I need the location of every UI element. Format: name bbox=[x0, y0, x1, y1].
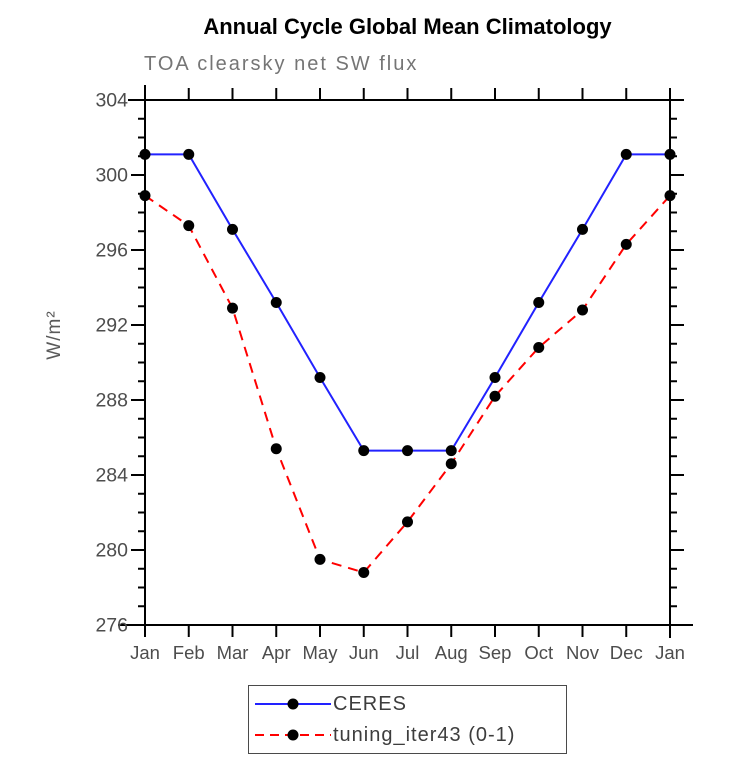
svg-text:Apr: Apr bbox=[262, 642, 291, 663]
y-axis-tick-labels: 276 280 284 288 292 296 300 304 bbox=[95, 90, 128, 637]
svg-text:276: 276 bbox=[95, 615, 128, 637]
data-point-marker bbox=[139, 190, 151, 202]
svg-text:292: 292 bbox=[95, 315, 128, 337]
svg-text:Nov: Nov bbox=[566, 642, 600, 663]
series-ceres bbox=[139, 148, 676, 457]
legend-item-tuning-iter43: tuning_iter43 (0-1) bbox=[253, 723, 566, 747]
svg-text:Dec: Dec bbox=[610, 642, 643, 663]
svg-text:288: 288 bbox=[95, 390, 128, 412]
data-point-marker bbox=[314, 372, 326, 383]
data-point-marker bbox=[183, 148, 195, 160]
data-point-marker bbox=[489, 372, 501, 383]
series-tuning-iter43 bbox=[139, 190, 676, 578]
data-point-marker bbox=[577, 223, 588, 235]
data-point-marker bbox=[577, 304, 588, 316]
legend-label-ceres: CERES bbox=[333, 692, 407, 715]
svg-text:Jun: Jun bbox=[349, 642, 379, 663]
svg-text:Jan: Jan bbox=[130, 642, 160, 663]
data-point-marker bbox=[620, 148, 632, 160]
svg-text:296: 296 bbox=[95, 240, 128, 262]
legend-label-tuning-iter43: tuning_iter43 (0-1) bbox=[333, 723, 516, 746]
legend-line-sample-ceres bbox=[255, 698, 331, 710]
svg-text:Feb: Feb bbox=[173, 642, 205, 663]
svg-text:284: 284 bbox=[95, 465, 128, 487]
data-point-marker bbox=[445, 458, 457, 470]
x-axis-tick-labels: Jan Feb Mar Apr May Jun Jul Aug Sep Oct Nov Dec Jan bbox=[130, 642, 685, 663]
data-point-marker bbox=[227, 223, 238, 235]
data-point-marker bbox=[139, 148, 151, 160]
data-point-marker bbox=[183, 220, 195, 232]
svg-text:Mar: Mar bbox=[217, 642, 249, 663]
plot-frame bbox=[118, 85, 693, 638]
data-point-marker bbox=[358, 445, 370, 457]
data-point-marker bbox=[664, 148, 676, 160]
svg-text:300: 300 bbox=[95, 165, 128, 187]
legend-item-ceres: CERES bbox=[253, 692, 566, 716]
chart-subtitle: TOA clearsky net SW flux bbox=[144, 53, 419, 75]
legend: CERES tuning_iter43 (0-1) bbox=[248, 685, 567, 754]
svg-text:280: 280 bbox=[95, 540, 128, 562]
data-point-marker bbox=[402, 445, 413, 457]
data-point-marker bbox=[533, 342, 545, 353]
svg-text:Sep: Sep bbox=[479, 642, 512, 663]
data-point-marker bbox=[402, 516, 413, 528]
svg-text:Oct: Oct bbox=[524, 642, 553, 663]
legend-line-sample-tuning-iter43 bbox=[255, 729, 331, 741]
data-point-marker bbox=[270, 297, 282, 308]
data-point-marker bbox=[445, 445, 457, 457]
svg-text:Jan: Jan bbox=[655, 642, 685, 663]
data-point-marker bbox=[533, 297, 545, 308]
svg-text:Jul: Jul bbox=[396, 642, 420, 663]
svg-text:304: 304 bbox=[95, 90, 128, 112]
data-point-marker bbox=[620, 238, 632, 250]
data-point-marker bbox=[270, 443, 282, 455]
svg-text:Aug: Aug bbox=[435, 642, 468, 663]
data-point-marker bbox=[358, 567, 370, 578]
chart-title: Annual Cycle Global Mean Climatology bbox=[203, 14, 612, 39]
axis-ticks bbox=[131, 88, 684, 637]
svg-text:May: May bbox=[303, 642, 339, 663]
data-point-marker bbox=[664, 190, 676, 202]
data-point-marker bbox=[227, 302, 238, 314]
data-point-marker bbox=[314, 553, 326, 565]
data-point-marker bbox=[489, 390, 501, 402]
